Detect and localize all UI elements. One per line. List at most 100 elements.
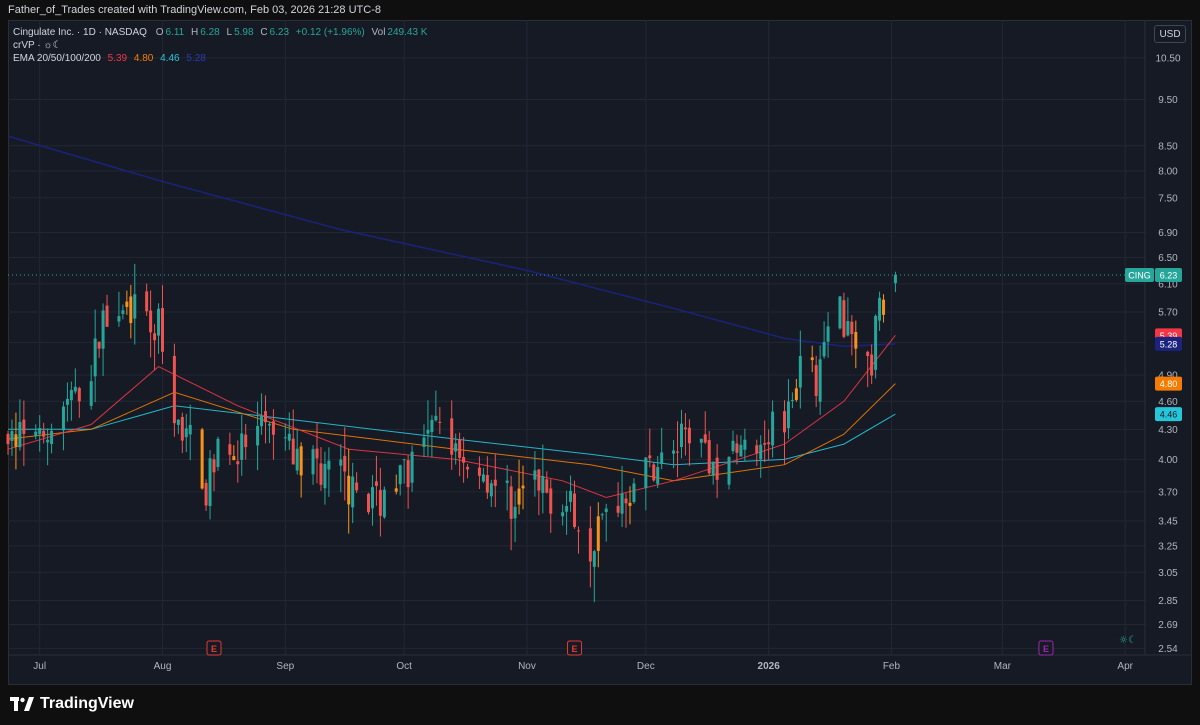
candle-body[interactable] <box>521 485 525 489</box>
candle-body[interactable] <box>893 275 897 284</box>
candle-body[interactable] <box>382 489 386 518</box>
candle-body[interactable] <box>632 483 636 502</box>
candle-body[interactable] <box>505 480 509 483</box>
candle-body[interactable] <box>406 460 410 488</box>
candle-body[interactable] <box>299 446 303 476</box>
candle-body[interactable] <box>69 390 73 401</box>
candle-body[interactable] <box>743 439 747 450</box>
candle-body[interactable] <box>822 342 826 357</box>
candle-body[interactable] <box>485 475 489 493</box>
candle-body[interactable] <box>838 296 842 329</box>
candle-body[interactable] <box>422 437 426 447</box>
candle-body[interactable] <box>244 434 248 448</box>
candle-body[interactable] <box>711 461 715 476</box>
candle-body[interactable] <box>870 354 874 376</box>
candle-body[interactable] <box>287 433 291 441</box>
candle-body[interactable] <box>561 512 565 517</box>
candle-body[interactable] <box>38 428 42 435</box>
candle-body[interactable] <box>454 443 458 452</box>
candle-body[interactable] <box>660 452 664 464</box>
candle-body[interactable] <box>93 338 97 377</box>
candle-body[interactable] <box>180 416 184 441</box>
candle-body[interactable] <box>22 419 26 434</box>
candle-body[interactable] <box>260 415 264 427</box>
candle-body[interactable] <box>699 438 703 443</box>
candle-body[interactable] <box>283 437 287 439</box>
candle-body[interactable] <box>46 439 50 443</box>
candle-body[interactable] <box>703 434 707 443</box>
candle-body[interactable] <box>97 341 101 349</box>
symbol-name[interactable]: Cingulate Inc. · 1D · NASDAQ <box>13 27 147 38</box>
candle-body[interactable] <box>121 310 125 314</box>
candle-body[interactable] <box>145 291 149 312</box>
candle-body[interactable] <box>430 419 434 433</box>
candle-body[interactable] <box>172 355 176 424</box>
candle-body[interactable] <box>402 459 406 461</box>
candle-body[interactable] <box>687 427 691 444</box>
candle-body[interactable] <box>798 355 802 388</box>
price-chart[interactable]: 10.50 9.50 8.50 8.00 7.50 6.90 6.50 6.10 5.70 5.3… <box>0 0 1200 685</box>
candle-body[interactable] <box>624 498 628 504</box>
candle-body[interactable] <box>771 411 775 446</box>
candle-body[interactable] <box>794 388 798 400</box>
candle-body[interactable] <box>61 406 65 431</box>
candle-body[interactable] <box>212 459 216 473</box>
candle-body[interactable] <box>77 387 81 402</box>
candle-body[interactable] <box>715 457 719 480</box>
candle-body[interactable] <box>10 431 14 441</box>
candle-body[interactable] <box>18 421 22 448</box>
candle-body[interactable] <box>826 326 830 342</box>
candle-body[interactable] <box>6 433 10 445</box>
candle-body[interactable] <box>790 399 794 401</box>
candle-body[interactable] <box>569 490 573 502</box>
candle-body[interactable] <box>549 488 553 514</box>
candle-body[interactable] <box>600 514 604 516</box>
candle-body[interactable] <box>489 483 493 497</box>
candle-body[interactable] <box>573 493 577 527</box>
candle-body[interactable] <box>628 502 632 506</box>
candle-body[interactable] <box>315 448 319 459</box>
candle-body[interactable] <box>73 386 77 392</box>
candle-body[interactable] <box>533 470 537 480</box>
candle-body[interactable] <box>89 381 93 406</box>
candle-body[interactable] <box>216 438 220 468</box>
candle-body[interactable] <box>355 482 359 491</box>
candle-body[interactable] <box>874 315 878 370</box>
candle-body[interactable] <box>707 440 711 474</box>
candle-body[interactable] <box>133 294 137 319</box>
chart-panel[interactable] <box>8 20 1192 685</box>
candle-body[interactable] <box>850 321 854 335</box>
candle-body[interactable] <box>161 308 165 352</box>
candle-body[interactable] <box>565 506 569 512</box>
candle-body[interactable] <box>125 301 129 307</box>
candle-body[interactable] <box>842 300 846 337</box>
candle-body[interactable] <box>604 508 608 513</box>
candle-body[interactable] <box>739 444 743 457</box>
candle-body[interactable] <box>786 401 790 429</box>
candle-body[interactable] <box>351 476 355 508</box>
candle-body[interactable] <box>426 429 430 434</box>
candle-body[interactable] <box>466 466 470 470</box>
candle-body[interactable] <box>184 428 188 438</box>
candle-body[interactable] <box>291 438 295 465</box>
ema-legend[interactable]: EMA 20/50/100/200 5.39 4.80 4.46 5.28 <box>13 53 206 64</box>
candle-body[interactable] <box>676 451 680 453</box>
earnings-marker[interactable] <box>1038 640 1054 656</box>
candle-body[interactable] <box>679 423 683 448</box>
candle-body[interactable] <box>481 474 485 482</box>
candle-body[interactable] <box>374 481 378 486</box>
candle-body[interactable] <box>810 357 814 361</box>
candle-body[interactable] <box>882 299 886 315</box>
candle-body[interactable] <box>129 296 133 324</box>
candle-body[interactable] <box>378 489 382 516</box>
candle-body[interactable] <box>117 316 121 322</box>
candle-body[interactable] <box>65 398 69 405</box>
candle-body[interactable] <box>596 516 600 551</box>
candle-body[interactable] <box>620 493 624 514</box>
candle-body[interactable] <box>394 488 398 492</box>
candle-body[interactable] <box>339 459 343 466</box>
candle-body[interactable] <box>398 465 402 485</box>
candle-body[interactable] <box>592 551 596 567</box>
candle-body[interactable] <box>854 332 858 349</box>
candle-body[interactable] <box>410 451 414 483</box>
